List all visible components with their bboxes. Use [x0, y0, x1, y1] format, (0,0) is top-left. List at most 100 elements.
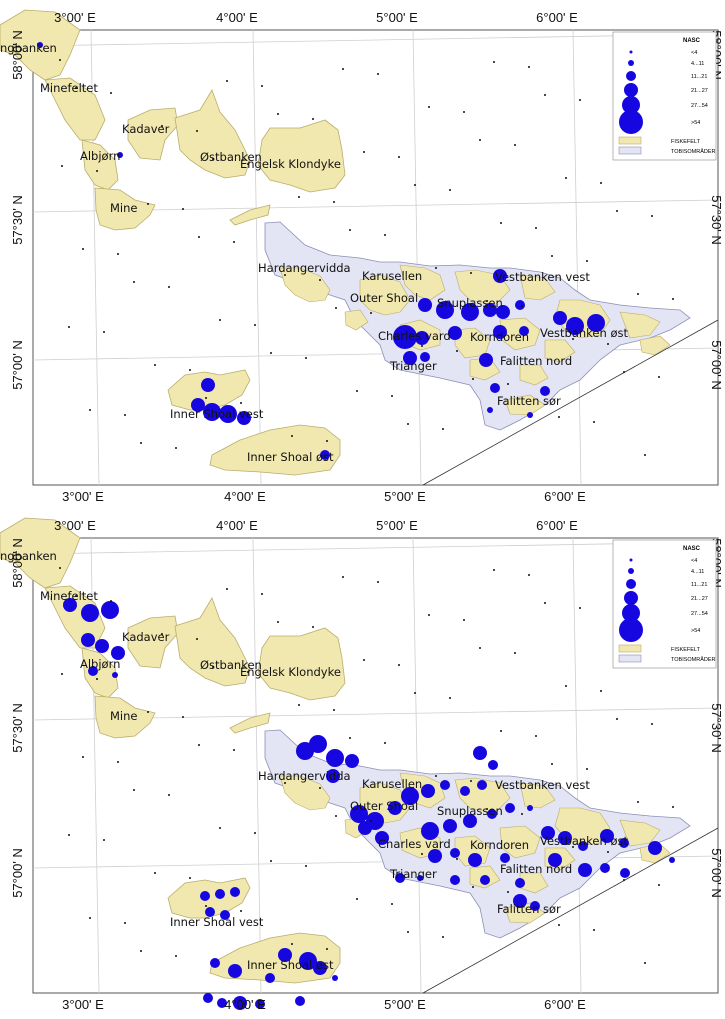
place-label-outer-shoal: Outer Shoal — [350, 799, 418, 813]
nasc-point — [278, 948, 292, 962]
nasc-point — [265, 973, 275, 983]
legend-label-nasc-class: 4...11 — [691, 61, 704, 67]
survey-station — [305, 865, 307, 867]
survey-station — [456, 350, 458, 352]
survey-station — [356, 898, 358, 900]
nasc-point — [436, 301, 454, 319]
nasc-point — [418, 298, 432, 312]
nasc-point — [203, 403, 221, 421]
survey-station — [442, 936, 444, 938]
survey-station — [140, 950, 142, 952]
legend-title: NASC — [683, 546, 701, 552]
survey-station — [544, 602, 546, 604]
nasc-point — [566, 317, 584, 335]
nasc-point — [233, 996, 247, 1010]
place-label-ngbanken: ngbanken — [0, 41, 57, 55]
nasc-point — [578, 863, 592, 877]
survey-station — [421, 853, 423, 855]
survey-station — [370, 820, 372, 822]
longitude-gridline — [252, 537, 262, 994]
survey-station — [435, 775, 437, 777]
survey-station — [672, 298, 674, 300]
survey-station — [398, 156, 400, 158]
survey-station — [82, 756, 84, 758]
survey-station — [493, 569, 495, 571]
fishing-field-mine — [94, 695, 156, 739]
place-label-minefeltet: Minefeltet — [40, 589, 98, 603]
nasc-point — [548, 853, 562, 867]
survey-station — [82, 248, 84, 250]
survey-station — [196, 638, 198, 640]
survey-station — [644, 962, 646, 964]
survey-station — [226, 588, 228, 590]
survey-station — [586, 260, 588, 262]
survey-station — [637, 293, 639, 295]
survey-station — [479, 139, 481, 141]
place-label-inner-shoal-ost: Inner Shoal øst — [247, 450, 334, 464]
longitude-label-top: 6°00' E — [536, 518, 578, 533]
place-label-ngbanken: ngbanken — [0, 549, 57, 563]
survey-station — [305, 357, 307, 359]
survey-station — [117, 253, 119, 255]
survey-station — [68, 326, 70, 328]
survey-station — [600, 182, 602, 184]
survey-station — [124, 922, 126, 924]
nasc-point — [488, 760, 498, 770]
survey-station — [414, 184, 416, 186]
longitude-gridline — [572, 537, 582, 994]
survey-station — [161, 125, 163, 127]
survey-station — [414, 692, 416, 694]
survey-station — [284, 274, 286, 276]
place-label-minefeltet: Minefeltet — [40, 81, 98, 95]
fishing-field — [619, 311, 661, 339]
nasc-point — [558, 831, 572, 845]
survey-station — [154, 872, 156, 874]
nasc-point — [345, 754, 359, 768]
legend-label-nasc-class: <4 — [691, 50, 697, 56]
fishing-field — [639, 335, 671, 356]
survey-station — [600, 690, 602, 692]
fishing-field-small1 — [229, 712, 271, 734]
survey-station — [558, 416, 560, 418]
survey-station — [61, 673, 63, 675]
survey-station — [219, 319, 221, 321]
nasc-point — [515, 300, 525, 310]
nasc-point — [600, 863, 610, 873]
survey-station — [356, 390, 358, 392]
survey-station — [651, 723, 653, 725]
survey-station — [579, 607, 581, 609]
economic-zone-boundary — [422, 827, 719, 994]
fishing-field — [279, 267, 331, 303]
survey-station — [463, 111, 465, 113]
survey-station — [342, 68, 344, 70]
fishing-field-klondyke — [257, 627, 346, 701]
place-label-vestbanken-vest: Vestbanken vest — [495, 778, 590, 792]
nasc-point — [228, 964, 242, 978]
nasc-point — [480, 875, 490, 885]
nasc-point — [587, 314, 605, 332]
nasc-point — [620, 868, 630, 878]
survey-station — [96, 678, 98, 680]
survey-station — [342, 576, 344, 578]
survey-station — [175, 447, 177, 449]
fishing-field-albjorn — [81, 647, 119, 699]
nasc-point — [515, 878, 525, 888]
nasc-point — [420, 352, 430, 362]
nasc-point — [220, 910, 230, 920]
legend-label-nasc-class: 27...54 — [691, 611, 708, 617]
nasc-point — [421, 784, 435, 798]
longitude-gridline — [412, 537, 422, 994]
fishing-field — [519, 782, 556, 809]
longitude-label-top: 3°00' E — [54, 518, 96, 533]
survey-station — [319, 279, 321, 281]
fishing-field — [544, 339, 576, 363]
survey-station — [270, 352, 272, 354]
latitude-label-left: 57°00' N — [10, 340, 25, 390]
survey-station — [428, 614, 430, 616]
survey-station — [226, 80, 228, 82]
survey-station — [607, 343, 609, 345]
survey-station — [391, 395, 393, 397]
survey-station — [326, 948, 328, 950]
survey-station — [528, 66, 530, 68]
nasc-point — [350, 805, 368, 823]
